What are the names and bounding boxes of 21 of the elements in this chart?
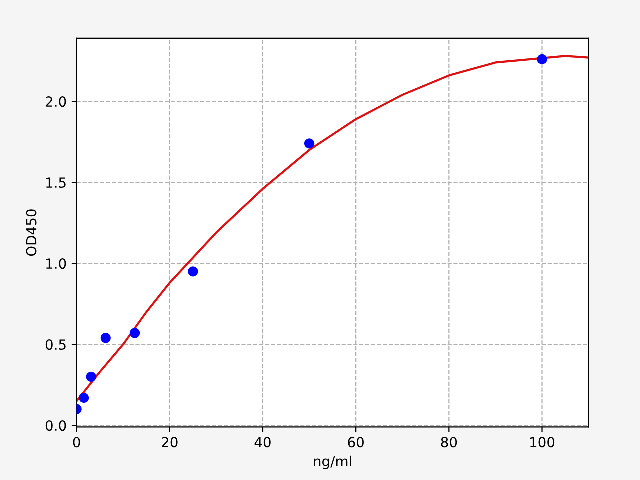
- y-tick-label: 0.0: [46, 420, 66, 432]
- point: [86, 372, 96, 382]
- y-axis-title: OD450: [26, 210, 37, 256]
- y-tick-label: 2.0: [46, 96, 66, 108]
- x-tick-label: 60: [348, 437, 364, 448]
- point: [537, 54, 548, 65]
- y-tick-label: 1.5: [46, 178, 66, 188]
- point: [100, 333, 111, 344]
- point: [188, 266, 198, 277]
- x-tick-label: 80: [441, 437, 458, 448]
- x-tick-label: 0: [73, 437, 80, 448]
- x-tick-label: 100: [530, 437, 555, 448]
- y-tick-label: 0.5: [46, 340, 66, 350]
- x-tick-label: 20: [162, 437, 178, 448]
- y-tick-label: 1.0: [46, 258, 66, 270]
- line-series: [76, 55, 589, 402]
- x-axis-title: ng/ml: [314, 456, 352, 470]
- point: [130, 328, 140, 338]
- x-tick-label: 40: [254, 437, 271, 448]
- point: [78, 392, 90, 404]
- point: [304, 138, 315, 149]
